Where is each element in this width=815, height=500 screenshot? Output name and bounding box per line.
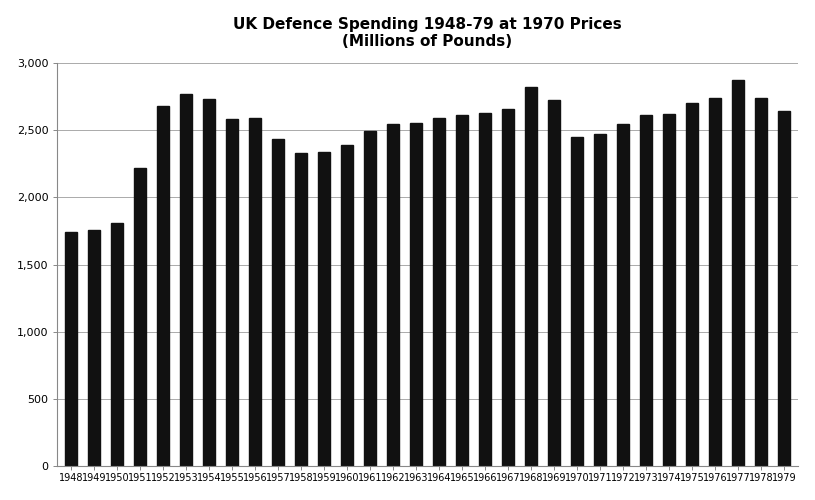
Bar [295, 153, 307, 466]
Bar [570, 136, 584, 466]
Bar [271, 140, 284, 466]
Bar [65, 232, 77, 466]
Bar [709, 98, 721, 466]
Bar [226, 119, 239, 467]
Bar [156, 106, 170, 467]
Bar [478, 113, 491, 467]
Bar [685, 103, 698, 467]
Bar [663, 114, 676, 467]
Bar [456, 115, 469, 467]
Bar [732, 80, 744, 466]
Bar [341, 145, 354, 466]
Bar [433, 118, 445, 467]
Bar [180, 94, 192, 466]
Bar [111, 223, 123, 466]
Bar [525, 87, 537, 467]
Bar [203, 99, 215, 467]
Bar [593, 134, 606, 466]
Bar [410, 122, 422, 466]
Bar [363, 132, 377, 466]
Bar [134, 168, 147, 467]
Bar [640, 115, 652, 467]
Bar [548, 100, 561, 466]
Title: UK Defence Spending 1948-79 at 1970 Prices
(Millions of Pounds): UK Defence Spending 1948-79 at 1970 Pric… [233, 16, 622, 49]
Bar [318, 152, 330, 467]
Bar [755, 98, 767, 466]
Bar [249, 118, 262, 467]
Bar [88, 230, 100, 466]
Bar [502, 109, 514, 467]
Bar [617, 124, 629, 466]
Bar [387, 124, 399, 466]
Bar [778, 111, 791, 467]
